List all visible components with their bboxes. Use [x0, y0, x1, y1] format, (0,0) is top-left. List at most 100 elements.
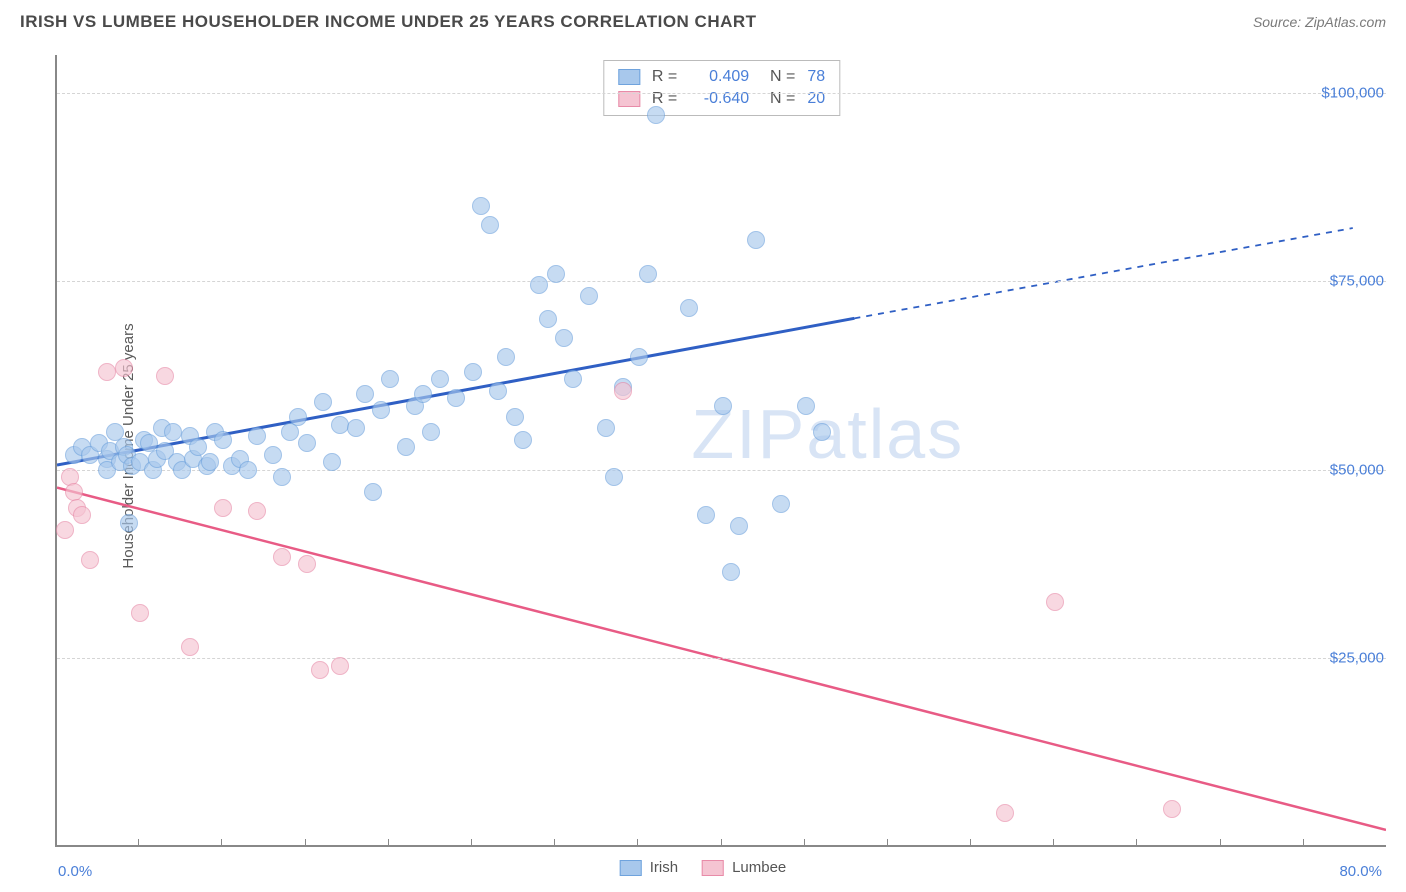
correlation-legend: R = 0.409 N = 78 R =-0.640 N =20: [603, 60, 840, 116]
x-tick-mark: [138, 839, 139, 847]
data-point: [506, 408, 524, 426]
data-point: [56, 521, 74, 539]
data-point: [323, 453, 341, 471]
data-point: [164, 423, 182, 441]
data-point: [547, 265, 565, 283]
data-point: [730, 517, 748, 535]
data-point: [639, 265, 657, 283]
legend-label: Irish: [650, 859, 678, 876]
data-point: [298, 555, 316, 573]
data-point: [314, 393, 332, 411]
data-point: [714, 397, 732, 415]
data-point: [381, 370, 399, 388]
data-point: [1046, 593, 1064, 611]
legend-swatch: [702, 860, 724, 876]
data-point: [311, 661, 329, 679]
legend-r-label: R =: [652, 68, 677, 86]
x-tick-mark: [554, 839, 555, 847]
data-point: [772, 495, 790, 513]
y-tick-label: $50,000: [1330, 461, 1384, 478]
x-tick-mark: [221, 839, 222, 847]
data-point: [481, 216, 499, 234]
data-point: [201, 453, 219, 471]
data-point: [614, 382, 632, 400]
chart-source: Source: ZipAtlas.com: [1253, 14, 1386, 30]
legend-label: Lumbee: [732, 859, 786, 876]
data-point: [647, 106, 665, 124]
chart-title: IRISH VS LUMBEE HOUSEHOLDER INCOME UNDER…: [20, 12, 757, 32]
y-tick-label: $25,000: [1330, 650, 1384, 667]
gridline: [57, 658, 1386, 659]
data-point: [597, 419, 615, 437]
y-tick-label: $100,000: [1321, 84, 1384, 101]
data-point: [472, 197, 490, 215]
data-point: [273, 468, 291, 486]
plot-area: ZIPatlas R =0.409 N =78R =-0.640 N =20: [55, 55, 1386, 847]
gridline: [57, 281, 1386, 282]
data-point: [273, 548, 291, 566]
data-point: [131, 604, 149, 622]
legend-n-label: N =: [761, 68, 795, 86]
legend-swatch: [620, 860, 642, 876]
legend-swatch: [618, 69, 640, 85]
legend-row: R =-0.640 N =20: [618, 88, 825, 110]
data-point: [680, 299, 698, 317]
y-tick-label: $75,000: [1330, 273, 1384, 290]
data-point: [797, 397, 815, 415]
data-point: [347, 419, 365, 437]
data-point: [813, 423, 831, 441]
data-point: [356, 385, 374, 403]
legend-item: Irish: [620, 859, 678, 876]
data-point: [722, 563, 740, 581]
data-point: [98, 363, 116, 381]
data-point: [214, 499, 232, 517]
data-point: [697, 506, 715, 524]
x-tick-mark: [804, 839, 805, 847]
data-point: [747, 231, 765, 249]
legend-r-value: 0.409: [689, 68, 749, 86]
x-tick-mark: [1303, 839, 1304, 847]
data-point: [497, 348, 515, 366]
data-point: [115, 359, 133, 377]
data-point: [120, 514, 138, 532]
data-point: [248, 502, 266, 520]
x-axis-min-label: 0.0%: [58, 863, 92, 880]
data-point: [464, 363, 482, 381]
data-point: [372, 401, 390, 419]
data-point: [73, 506, 91, 524]
data-point: [289, 408, 307, 426]
x-tick-mark: [1136, 839, 1137, 847]
trend-lines-layer: [57, 55, 1386, 845]
x-tick-mark: [887, 839, 888, 847]
data-point: [431, 370, 449, 388]
data-point: [514, 431, 532, 449]
data-point: [214, 431, 232, 449]
data-point: [331, 657, 349, 675]
data-point: [530, 276, 548, 294]
x-tick-mark: [970, 839, 971, 847]
data-point: [539, 310, 557, 328]
x-tick-mark: [637, 839, 638, 847]
gridline: [57, 93, 1386, 94]
data-point: [81, 551, 99, 569]
data-point: [181, 638, 199, 656]
data-point: [298, 434, 316, 452]
data-point: [331, 416, 349, 434]
legend-n-value: 78: [807, 68, 825, 86]
x-tick-mark: [471, 839, 472, 847]
data-point: [156, 367, 174, 385]
legend-item: Lumbee: [702, 859, 786, 876]
data-point: [414, 385, 432, 403]
x-tick-mark: [1220, 839, 1221, 847]
x-tick-mark: [388, 839, 389, 847]
x-tick-mark: [305, 839, 306, 847]
data-point: [248, 427, 266, 445]
chart-container: ZIPatlas R =0.409 N =78R =-0.640 N =20: [55, 55, 1386, 847]
x-tick-mark: [1053, 839, 1054, 847]
series-legend: Irish Lumbee: [620, 859, 787, 876]
data-point: [397, 438, 415, 456]
data-point: [239, 461, 257, 479]
x-axis-max-label: 80.0%: [1339, 863, 1382, 880]
data-point: [1163, 800, 1181, 818]
data-point: [630, 348, 648, 366]
